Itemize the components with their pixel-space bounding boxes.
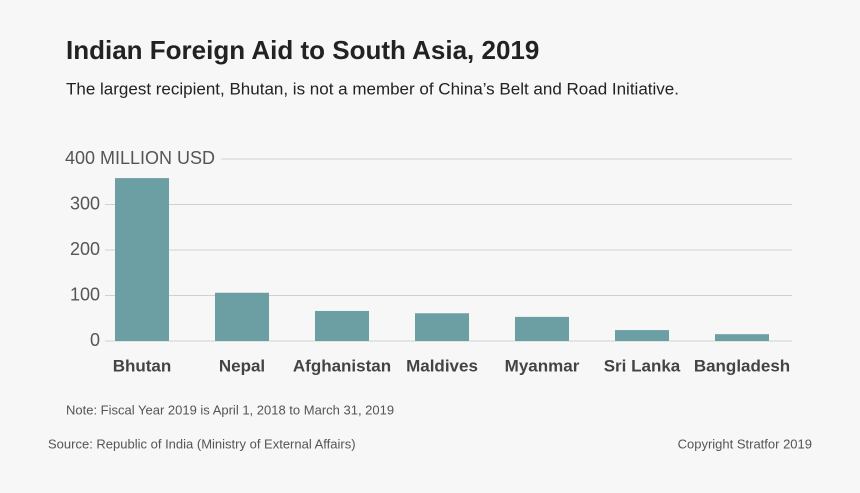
bar xyxy=(215,292,269,341)
x-tick-label: Afghanistan xyxy=(293,356,391,375)
y-tick-label: 400 MILLION USD xyxy=(65,148,215,168)
y-tick-label: 300 xyxy=(70,193,100,213)
x-tick-label: Bangladesh xyxy=(694,356,790,375)
chart-subtitle: The largest recipient, Bhutan, is not a … xyxy=(66,79,679,98)
x-tick-label: Maldives xyxy=(406,356,478,375)
note: Note: Fiscal Year 2019 is April 1, 2018 … xyxy=(66,402,394,417)
bar xyxy=(715,334,769,341)
copyright: Copyright Stratfor 2019 xyxy=(678,436,812,451)
bar xyxy=(415,313,469,341)
x-tick-label: Bhutan xyxy=(113,356,172,375)
bar xyxy=(315,310,369,341)
bar xyxy=(615,330,669,341)
x-tick-label: Nepal xyxy=(219,356,265,375)
x-tick-label: Myanmar xyxy=(505,356,580,375)
y-tick-label: 200 xyxy=(70,239,100,259)
y-tick-label: 0 xyxy=(90,330,100,350)
chart-title: Indian Foreign Aid to South Asia, 2019 xyxy=(66,35,539,65)
x-tick-label: Sri Lanka xyxy=(604,356,681,375)
bar xyxy=(515,316,569,341)
y-tick-label: 100 xyxy=(70,284,100,304)
source: Source: Republic of India (Ministry of E… xyxy=(48,436,356,451)
bar xyxy=(115,178,169,341)
